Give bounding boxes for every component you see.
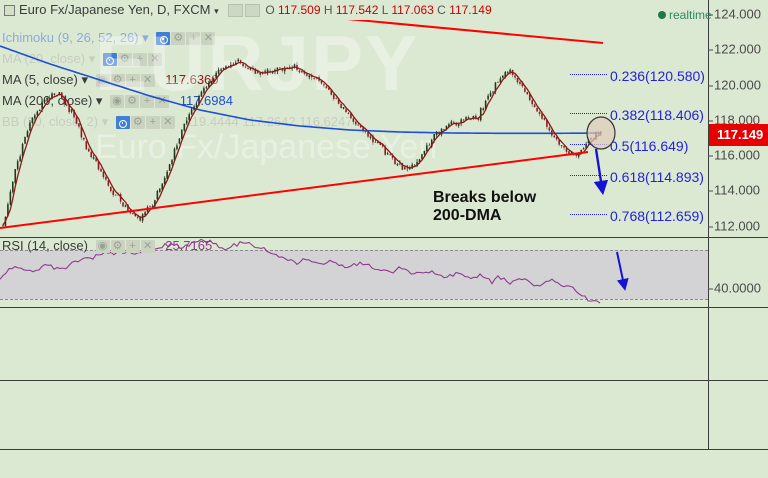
svg-text:200-DMA: 200-DMA — [433, 207, 502, 224]
svg-text:Breaks below: Breaks below — [433, 189, 537, 206]
